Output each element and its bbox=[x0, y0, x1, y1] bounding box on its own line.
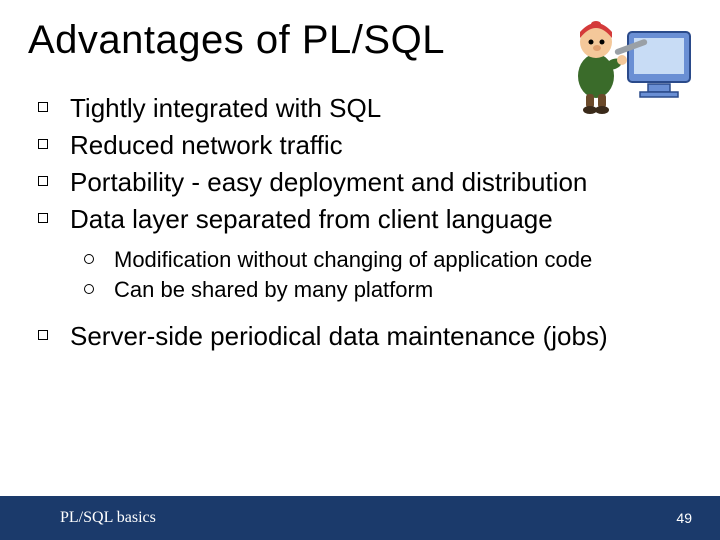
square-bullet-icon bbox=[38, 176, 48, 186]
bullet-item: Server-side periodical data maintenance … bbox=[38, 319, 700, 354]
circle-bullet-icon bbox=[84, 284, 94, 294]
sub-bullet-item: Can be shared by many platform bbox=[84, 275, 700, 305]
circle-bullet-icon bbox=[84, 254, 94, 264]
bullet-text: Tightly integrated with SQL bbox=[70, 91, 381, 126]
bullet-item: Reduced network traffic bbox=[38, 128, 700, 163]
page-number: 49 bbox=[676, 510, 692, 526]
bullet-item: Portability - easy deployment and distri… bbox=[38, 165, 700, 200]
bullet-text: Data layer separated from client languag… bbox=[70, 202, 553, 237]
square-bullet-icon bbox=[38, 330, 48, 340]
square-bullet-icon bbox=[38, 213, 48, 223]
footer-title: PL/SQL basics bbox=[60, 509, 156, 527]
square-bullet-icon bbox=[38, 102, 48, 112]
bullet-item: Data layer separated from client languag… bbox=[38, 202, 700, 237]
square-bullet-icon bbox=[38, 139, 48, 149]
sub-bullet-list: Modification without changing of applica… bbox=[28, 245, 700, 304]
clipart-mechanic-monitor bbox=[566, 8, 696, 118]
bullet-text: Portability - easy deployment and distri… bbox=[70, 165, 587, 200]
slide-footer: PL/SQL basics 49 bbox=[0, 496, 720, 540]
slide: Advantages of PL/SQL bbox=[0, 0, 720, 540]
sub-bullet-text: Can be shared by many platform bbox=[114, 275, 433, 305]
bullet-text: Reduced network traffic bbox=[70, 128, 343, 163]
sub-bullet-text: Modification without changing of applica… bbox=[114, 245, 592, 275]
main-bullet-list-2: Server-side periodical data maintenance … bbox=[28, 319, 700, 354]
bullet-text: Server-side periodical data maintenance … bbox=[70, 319, 608, 354]
sub-bullet-item: Modification without changing of applica… bbox=[84, 245, 700, 275]
